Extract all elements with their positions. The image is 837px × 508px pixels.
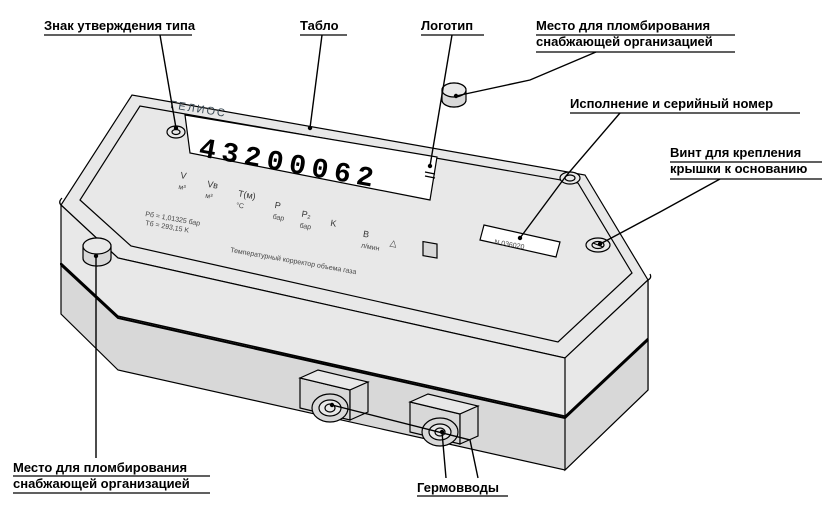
unit-2: °C	[235, 201, 244, 210]
screw-top-left	[560, 172, 580, 184]
diagram-stage: Знак утверждения типа Табло Логотип Мест…	[0, 0, 837, 508]
diagram-svg: ГЕЛИОС 43200062 V Vв T(м) P P₂ K B △ м³ …	[0, 0, 837, 508]
seal-bottom-left	[83, 238, 111, 266]
sym-1: Vв	[207, 179, 220, 191]
logo-icon	[423, 242, 437, 258]
